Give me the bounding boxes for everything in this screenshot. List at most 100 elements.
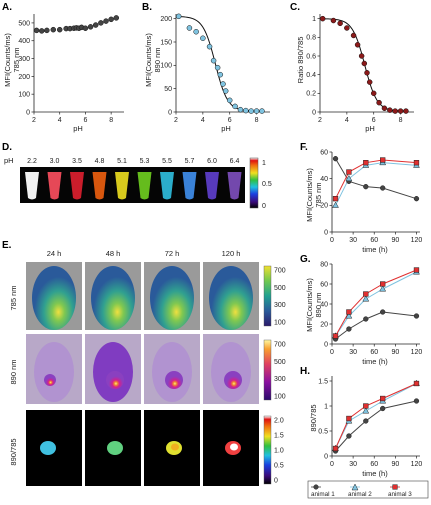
chart-b-point	[259, 108, 265, 114]
panel-e-row-label-890: 890 nm	[9, 359, 18, 384]
chart-f-xtick-label: 0	[330, 237, 334, 244]
chart-g-series-2-point	[345, 312, 353, 319]
legend-marker-animal-1	[313, 484, 319, 490]
panel-e-colorbar-785	[263, 265, 272, 327]
chart-c-point	[344, 25, 350, 31]
chart-g-xtick-label: 90	[391, 349, 399, 356]
panel-e-colorbar-tick: 0.5	[274, 463, 284, 470]
chart-c-xtick-label: 6	[372, 117, 376, 124]
chart-b-point	[206, 43, 213, 50]
panel-d-row-label: pH	[4, 156, 14, 165]
chart-a-point	[33, 27, 40, 34]
chart-f-series-2-point	[345, 174, 353, 182]
chart-b-ytick-label: 200	[160, 16, 172, 23]
panel-d-label: D.	[2, 142, 12, 153]
panel-e-colorbar-tick: 1.5	[274, 433, 284, 440]
panel-d-vial	[137, 172, 152, 200]
panel-d-ph-labels: 2.2 3.0 3.5 4.8 5.1 5.3 5.5 5.7 6.0 6.4	[27, 158, 239, 165]
panel-d-ph-label: 3.0	[50, 158, 60, 165]
panel-d-ph-label: 6.4	[230, 158, 240, 165]
chart-g-series-3-point	[346, 309, 352, 315]
chart-b-point	[226, 97, 233, 104]
chart-g-xtick-label: 60	[370, 349, 378, 356]
chart-b-xtick-label: 6	[228, 117, 232, 124]
panel-e-colorbar-tick: 100	[274, 394, 286, 401]
chart-a-point	[103, 18, 109, 24]
chart-b-point	[217, 71, 224, 78]
panel-a-ylabel-1: MFI(Counts/ms)	[3, 33, 12, 87]
panel-d-vial	[227, 172, 242, 200]
panel-b-ylabel-1: MFI(Counts/ms)	[144, 33, 153, 87]
chart-g-ytick-label: 40	[320, 301, 328, 308]
chart-c-point	[350, 32, 357, 39]
panel-d-vial	[160, 172, 174, 200]
panel-e-time-label: 48 h	[106, 249, 121, 258]
chart-c-ytick-label: 0	[312, 109, 316, 116]
chart-b-fit-curve	[178, 16, 262, 112]
chart-f: 0 30 60 90 120 0 20 40 60	[320, 149, 422, 244]
panel-f-label: F.	[300, 142, 308, 153]
panel-d-ph-label: 5.1	[117, 158, 127, 165]
chart-a-point	[56, 26, 63, 33]
chart-h-series-3-point	[413, 380, 420, 387]
chart-c-point	[354, 42, 361, 48]
chart-c: 2 4 6 8 0 0.2 0.4 0.6 0.8 1	[306, 14, 414, 124]
chart-c-point	[319, 15, 326, 22]
panel-d-vial	[25, 172, 39, 200]
chart-c-ytick-label: 0.2	[306, 91, 316, 98]
legend-box	[307, 480, 429, 499]
chart-a-xtick-label: 8	[109, 117, 113, 124]
chart-h-series-line-1	[335, 400, 417, 452]
chart-b-ytick-label: 100	[160, 63, 172, 70]
chart-a-xtick-label: 4	[58, 117, 62, 124]
panel-e-tumor-ratio	[107, 441, 123, 455]
panel-d-vial	[92, 172, 107, 200]
panel-d-vial	[115, 172, 129, 200]
chart-g: 0 30 60 90 120 0 20 40 60 80	[320, 261, 422, 356]
panel-e-mouse-785	[32, 266, 76, 330]
chart-c-ytick-label: 1	[312, 16, 316, 23]
chart-b-point	[248, 108, 254, 114]
chart-b-point	[220, 81, 226, 87]
panel-e-colorbar-tick: 700	[274, 342, 286, 349]
panel-d-vial	[70, 172, 84, 200]
chart-g-series-3-point	[363, 291, 369, 297]
chart-h-xtick-label: 30	[349, 461, 357, 468]
panel-a-label: A.	[2, 2, 12, 13]
panel-d-ph-label: 5.3	[140, 158, 150, 165]
panel-b-ylabel-2: 890 nm	[153, 47, 162, 72]
chart-f-series-3-point	[332, 196, 339, 202]
panel-a-ylabel-2: 785 nm	[12, 47, 21, 72]
panel-h-xlabel: time (h)	[362, 469, 388, 478]
chart-b-xtick-label: 2	[174, 117, 178, 124]
chart-c-point	[376, 99, 382, 106]
panel-e-label: E.	[2, 240, 12, 251]
panel-f-ylabel-1: MFI(Counts/ms)	[305, 168, 314, 222]
chart-h-series-3-point	[346, 415, 352, 422]
chart-a-point	[98, 20, 104, 26]
chart-f-xtick-label: 90	[391, 237, 399, 244]
chart-g-series-1-point	[363, 316, 369, 322]
chart-h-series-2-point	[362, 407, 370, 414]
chart-g-series-line-2	[335, 271, 417, 337]
chart-g-series-1-point	[413, 313, 420, 319]
chart-f-xtick-label: 30	[349, 237, 357, 244]
chart-a-xtick-label: 2	[32, 117, 36, 124]
chart-g-ytick-label: 80	[320, 261, 328, 268]
chart-c-point	[397, 108, 404, 114]
panel-e-colorbar-tick: 0	[274, 478, 278, 485]
chart-h-ytick-label: 0.5	[318, 428, 328, 435]
chart-b-point	[222, 88, 229, 94]
chart-g-ytick-label: 60	[320, 281, 328, 288]
panel-f-xlabel: time (h)	[362, 245, 388, 254]
chart-b-point	[214, 64, 221, 71]
panel-d-vials	[25, 172, 242, 200]
chart-h-ytick-label: 0	[324, 453, 328, 460]
chart-a-point	[87, 24, 94, 30]
panel-e-tumor-ratio-core	[171, 443, 179, 451]
panel-b-label: B.	[142, 2, 152, 13]
panel-d-ph-label: 3.5	[72, 158, 82, 165]
panel-a-xlabel: pH	[73, 124, 83, 133]
panel-d-cb-tick-0: 0	[262, 203, 266, 210]
chart-g-xtick-label: 30	[349, 349, 357, 356]
